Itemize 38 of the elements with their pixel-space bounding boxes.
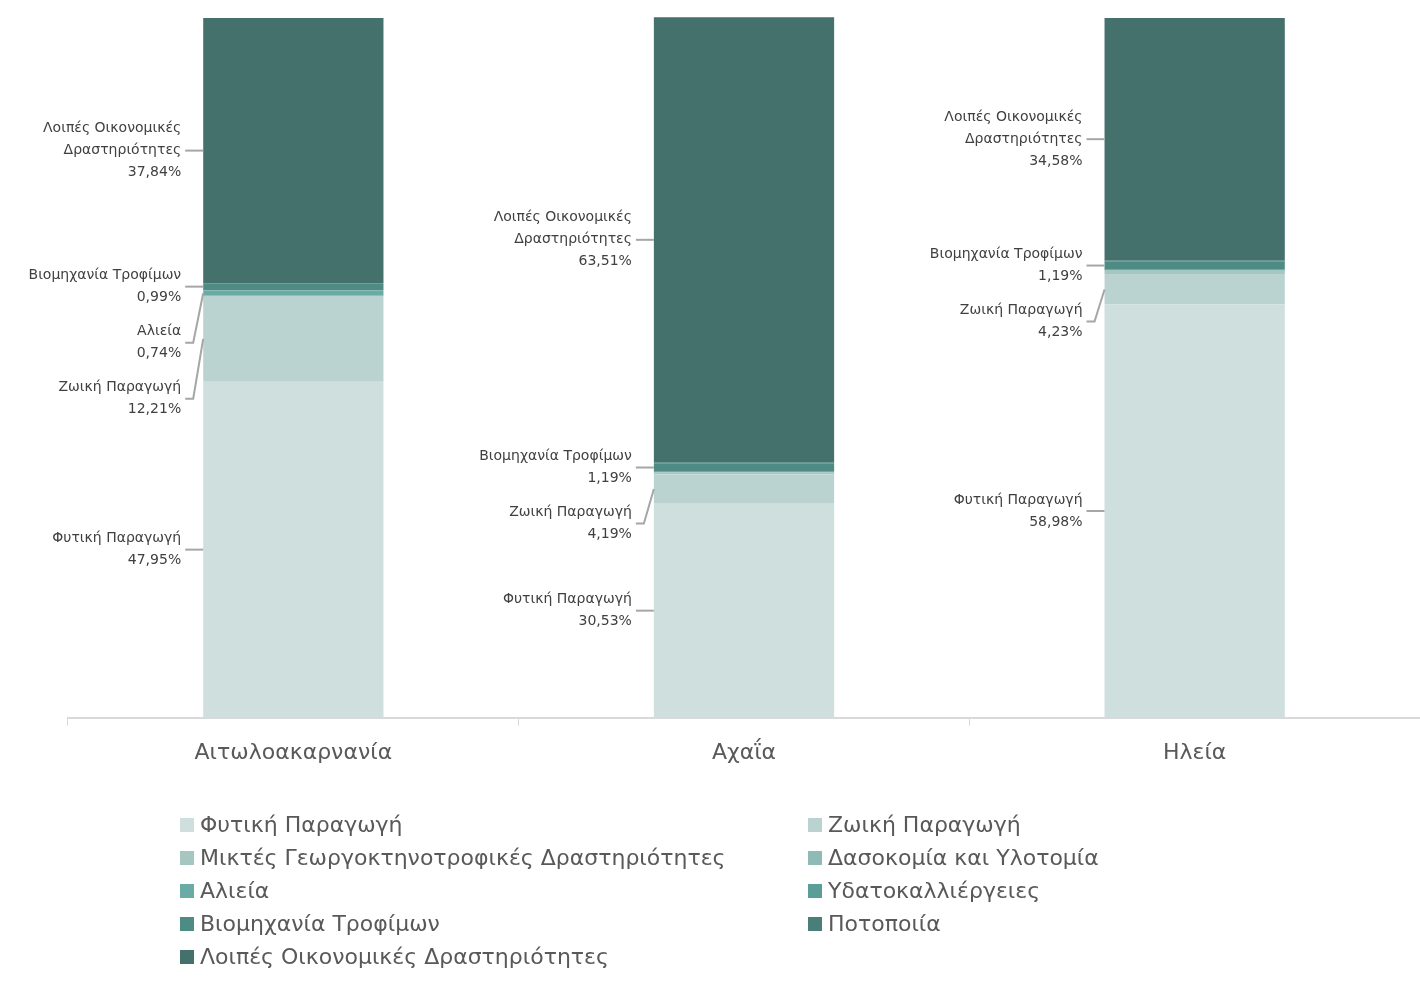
text: Ζωική Παραγωγή — [58, 378, 182, 395]
text: Αλιεία — [137, 322, 182, 339]
text: Φυτική Παραγωγή — [502, 590, 632, 607]
x-tick-label: Ηλεία — [1162, 738, 1227, 764]
text: Ζωική Παραγωγή — [509, 503, 632, 520]
data-label: 58,98% — [1029, 512, 1083, 529]
data-label: 4,23% — [1038, 323, 1083, 340]
data-label: 1,19% — [587, 469, 632, 486]
data-label: 12,21% — [127, 400, 182, 417]
text: Βιομηχανία Τροφίμων — [479, 447, 632, 464]
text: Λοιπές Οικονομικές Δραστηριότητες — [493, 208, 632, 247]
data-label: 37,84% — [127, 163, 182, 180]
legend-label: Βιομηχανία Τροφίμων — [200, 911, 440, 936]
legend-label: Δασοκομία και Υλοτομία — [828, 845, 1099, 870]
data-label: 47,95% — [127, 551, 182, 568]
legend-label: Ποτοποιία — [828, 911, 941, 936]
data-label: 34,58% — [1029, 151, 1083, 168]
data-label: 63,51% — [578, 252, 632, 269]
x-tick-label: Αιτωλοακαρνανία — [194, 738, 393, 764]
data-label: 4,19% — [587, 525, 632, 542]
legend-label: Υδατοκαλλιέργειες — [828, 878, 1041, 903]
legend-label: Λοιπές Οικονομικές Δραστηριότητες — [200, 944, 609, 969]
text: Βιομηχανία Τροφίμων — [929, 245, 1083, 262]
legend-label: Φυτική Παραγωγή — [200, 812, 403, 837]
legend-label: Αλιεία — [200, 878, 270, 903]
data-label: 0,99% — [136, 288, 182, 305]
legend-label: Μικτές Γεωργοκτηνοτροφικές Δραστηριότητες — [200, 845, 726, 870]
data-label: 30,53% — [578, 612, 632, 629]
x-tick-label: Αχαΐα — [711, 737, 777, 764]
legend-label: Ζωική Παραγωγή — [828, 812, 1021, 837]
data-label: 1,19% — [1038, 267, 1083, 284]
data-label: 0,74% — [136, 344, 182, 361]
text: Ζωική Παραγωγή — [959, 301, 1083, 318]
text: Φυτική Παραγωγή — [52, 529, 182, 546]
text: Βιομηχανία Τροφίμων — [28, 266, 182, 283]
text: Λοιπές Οικονομικές Δραστηριότητες — [944, 107, 1083, 146]
text: Φυτική Παραγωγή — [953, 490, 1083, 507]
text: Λοιπές Οικονομικές Δραστηριότητες — [43, 119, 182, 158]
